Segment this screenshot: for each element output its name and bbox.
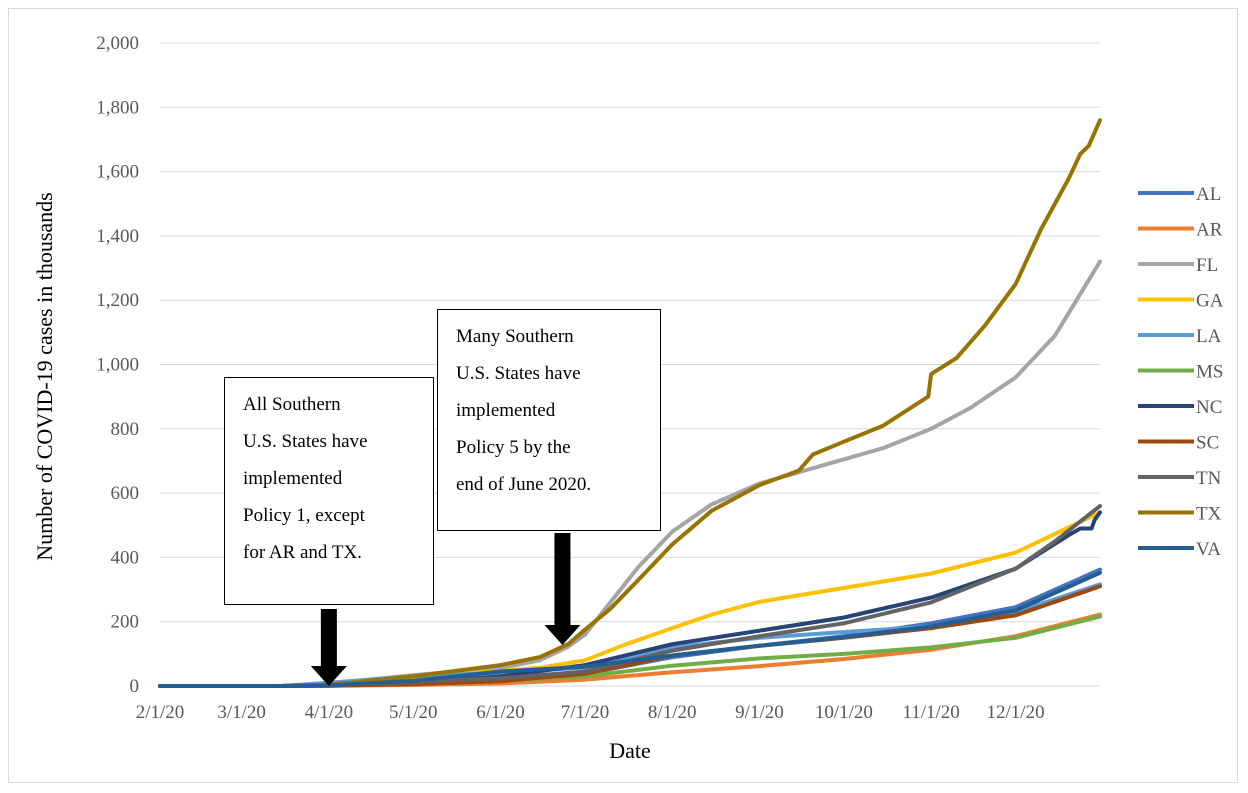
x-tick-label: 11/1/20 — [902, 702, 959, 723]
annotation-line: All Southern — [243, 394, 341, 415]
legend-label-tn: TN — [1196, 468, 1222, 489]
x-axis-ticks: 2/1/20 3/1/20 4/1/20 5/1/20 6/1/20 7/1/20 8/1/… — [136, 702, 1045, 723]
y-tick-label: 1,600 — [96, 162, 139, 183]
y-tick-label: 1,800 — [96, 97, 139, 118]
x-tick-label: 4/1/20 — [305, 702, 354, 723]
annotation-line: Policy 5 by the — [456, 437, 571, 458]
y-tick-label: 400 — [111, 547, 140, 568]
x-tick-label: 3/1/20 — [217, 702, 266, 723]
annotation-line: implemented — [243, 468, 343, 489]
x-tick-label: 12/1/20 — [987, 702, 1045, 723]
x-tick-label: 10/1/20 — [815, 702, 873, 723]
legend-label-sc: SC — [1196, 433, 1219, 454]
legend-label-ms: MS — [1196, 362, 1223, 383]
x-tick-label: 9/1/20 — [735, 702, 784, 723]
annotation-line: U.S. States have — [243, 431, 368, 452]
legend: AL AR FL GA LA MS NC SC TN TX VA — [1138, 184, 1224, 560]
legend-label-fl: FL — [1196, 255, 1218, 276]
annotation-line: Policy 1, except — [243, 505, 365, 526]
annotation-line: U.S. States have — [456, 363, 581, 384]
legend-label-ga: GA — [1196, 291, 1224, 312]
y-axis-title: Number of COVID-19 cases in thousands — [32, 192, 57, 560]
legend-label-tx: TX — [1196, 504, 1222, 525]
annotation-line: end of June 2020. — [456, 474, 592, 495]
x-tick-label: 7/1/20 — [561, 702, 610, 723]
x-axis-title: Date — [609, 738, 651, 763]
annotation-line: for AR and TX. — [243, 542, 362, 563]
y-tick-label: 0 — [130, 676, 140, 697]
series-lines — [158, 118, 1102, 688]
annotation-arrow-policy1 — [310, 609, 347, 686]
y-tick-label: 600 — [111, 483, 140, 504]
annotation-arrows — [310, 533, 581, 686]
annotation-policy1: All Southern U.S. States have implemente… — [224, 377, 434, 605]
y-tick-label: 2,000 — [96, 33, 139, 54]
x-tick-label: 6/1/20 — [476, 702, 525, 723]
x-tick-label: 8/1/20 — [648, 702, 697, 723]
legend-label-va: VA — [1196, 539, 1221, 560]
annotation-line: implemented — [456, 400, 556, 421]
legend-label-nc: NC — [1196, 397, 1222, 418]
series-line-va — [158, 570, 1102, 688]
annotation-line: Many Southern — [456, 326, 574, 347]
y-tick-label: 1,400 — [96, 226, 139, 247]
annotation-policy5: Many Southern U.S. States have implement… — [437, 309, 661, 531]
legend-label-al: AL — [1196, 184, 1221, 205]
y-tick-label: 1,200 — [96, 290, 139, 311]
x-tick-label: 5/1/20 — [389, 702, 438, 723]
y-axis-ticks: 0 200 400 600 800 1,000 1,200 1,400 1,600 1,800 2,… — [96, 33, 139, 697]
series-line-tx — [158, 118, 1102, 688]
annotation-arrow-policy5 — [544, 533, 581, 645]
legend-label-ar: AR — [1196, 220, 1223, 241]
x-tick-label: 2/1/20 — [136, 702, 185, 723]
y-tick-label: 1,000 — [96, 355, 139, 376]
y-tick-label: 800 — [111, 419, 140, 440]
y-tick-label: 200 — [111, 612, 140, 633]
legend-label-la: LA — [1196, 326, 1222, 347]
